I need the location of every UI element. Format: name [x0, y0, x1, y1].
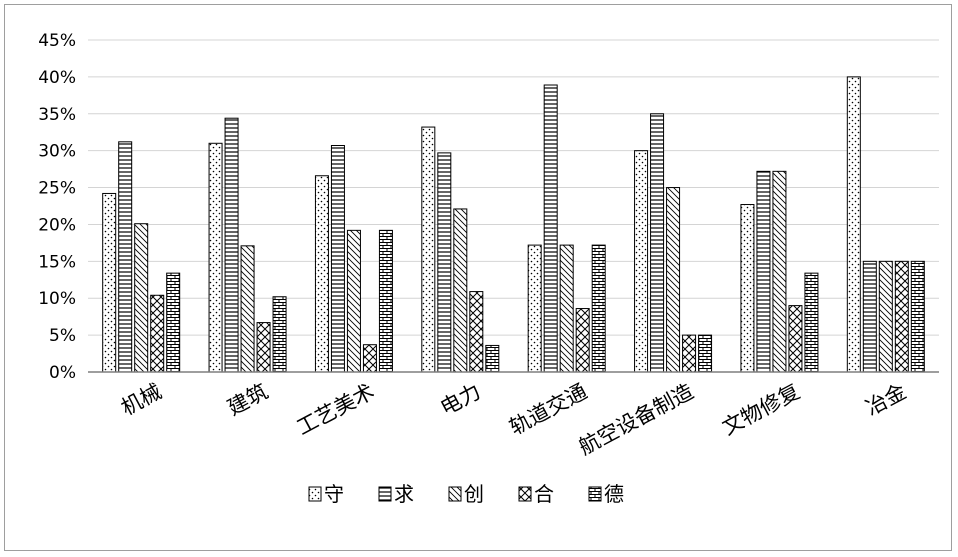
bar-合-航空设备制造: [682, 334, 697, 373]
bar-求-工艺美术: [330, 145, 345, 373]
legend-swatch: [588, 486, 602, 502]
x-tick-label: 航空设备制造: [575, 379, 698, 459]
bar-德-工艺美术: [378, 229, 393, 373]
bar-守-建筑: [208, 142, 223, 373]
bar-德-文物修复: [804, 272, 819, 373]
legend-item-守: 守: [308, 482, 344, 506]
bar-守-轨道交通: [527, 244, 542, 373]
y-tick-label: 20%: [38, 215, 76, 235]
bar-德-电力: [485, 344, 500, 373]
y-tick-label: 25%: [38, 179, 76, 199]
bar-德-机械: [166, 272, 181, 373]
y-tick-label: 5%: [49, 326, 76, 346]
x-tick-label: 建筑: [224, 379, 272, 420]
legend-swatch: [448, 486, 462, 502]
bar-创-机械: [134, 223, 149, 373]
legend-item-德: 德: [588, 482, 624, 506]
y-tick-label: 15%: [38, 252, 76, 272]
bar-德-建筑: [272, 296, 287, 373]
x-tick-label: 文物修复: [718, 379, 803, 440]
legend-label: 创: [464, 482, 484, 506]
y-tick-label: 40%: [38, 68, 76, 88]
bar-求-文物修复: [756, 170, 771, 373]
bar-创-建筑: [240, 245, 255, 373]
legend-swatch: [308, 486, 322, 502]
bar-求-航空设备制造: [650, 113, 665, 373]
bar-求-机械: [118, 141, 133, 373]
bar-创-冶金: [878, 260, 893, 373]
bar-合-电力: [469, 291, 484, 373]
x-tick-label: 轨道交通: [506, 379, 591, 440]
bar-德-冶金: [910, 260, 925, 373]
x-tick-label: 工艺美术: [293, 379, 378, 440]
bar-创-轨道交通: [559, 244, 574, 373]
legend-label: 求: [394, 482, 414, 506]
y-tick-label: 35%: [38, 105, 76, 125]
x-tick-label: 冶金: [862, 379, 910, 420]
bar-创-航空设备制造: [666, 187, 681, 373]
y-tick-label: 45%: [38, 31, 76, 51]
legend-label: 德: [604, 482, 624, 506]
bar-守-机械: [102, 192, 117, 373]
legend-item-求: 求: [378, 482, 414, 506]
legend-label: 守: [324, 482, 344, 506]
bar-创-电力: [453, 208, 468, 373]
bar-守-文物修复: [740, 204, 755, 373]
y-axis-ticks: 0% 5% 10% 15% 20% 25% 30% 35% 40% 45%: [38, 31, 76, 383]
bar-德-航空设备制造: [698, 334, 713, 373]
bar-合-工艺美术: [362, 344, 377, 373]
bar-合-文物修复: [788, 305, 803, 373]
bar-创-工艺美术: [346, 229, 361, 373]
bar-德-轨道交通: [591, 244, 606, 373]
y-tick-label: 30%: [38, 142, 76, 162]
legend: 守求创合德: [308, 482, 624, 506]
bar-守-电力: [421, 126, 436, 373]
legend-item-合: 合: [518, 482, 554, 506]
bar-合-建筑: [256, 322, 271, 373]
bar-创-文物修复: [772, 170, 787, 373]
bar-求-冶金: [862, 260, 877, 373]
bars: [102, 76, 925, 373]
bar-求-轨道交通: [543, 84, 558, 373]
x-tick-label: 电力: [436, 379, 484, 420]
bar-求-电力: [437, 152, 452, 373]
x-tick-label: 机械: [117, 379, 165, 420]
bar-chart: 0% 5% 10% 15% 20% 25% 30% 35% 40% 45% 机械 建筑 工艺美术 电力轨…: [38, 31, 939, 506]
legend-label: 合: [534, 482, 554, 506]
bar-合-冶金: [894, 260, 909, 373]
legend-item-创: 创: [448, 482, 484, 506]
chart-frame: 0% 5% 10% 15% 20% 25% 30% 35% 40% 45% 机械 建筑 工艺美术 电力轨…: [4, 4, 952, 551]
bar-合-机械: [150, 294, 165, 373]
bar-守-航空设备制造: [634, 150, 649, 373]
legend-swatch: [378, 486, 392, 502]
bar-守-工艺美术: [314, 175, 329, 373]
bar-守-冶金: [846, 76, 861, 373]
bar-合-轨道交通: [575, 308, 590, 373]
y-tick-label: 10%: [38, 289, 76, 309]
bar-求-建筑: [224, 117, 239, 373]
y-tick-label: 0%: [49, 363, 76, 383]
legend-swatch: [518, 486, 532, 502]
